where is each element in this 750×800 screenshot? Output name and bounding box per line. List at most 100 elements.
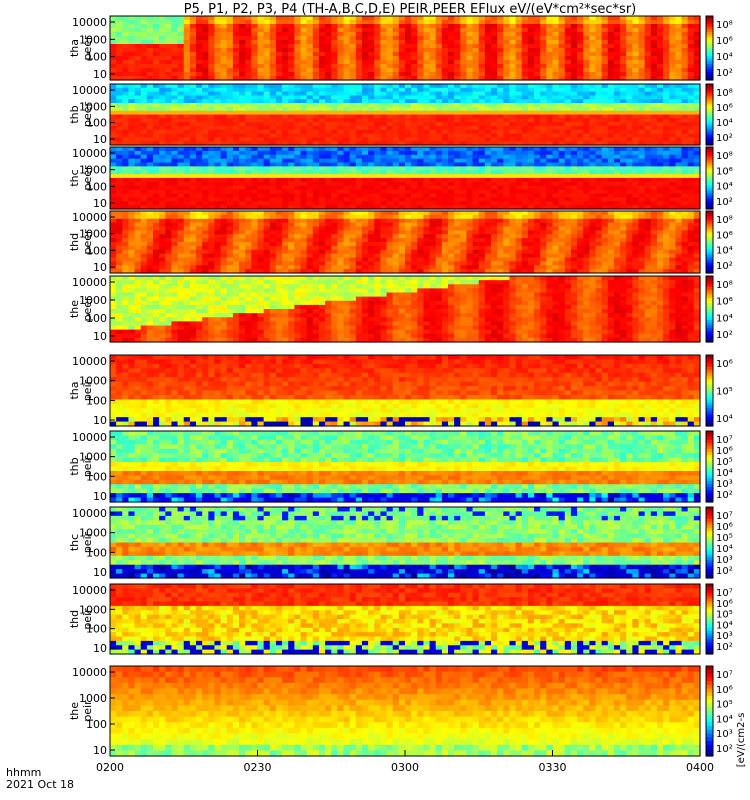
spectrogram-cell <box>140 91 148 97</box>
spectrogram-cell <box>589 28 597 33</box>
spectrogram-cell <box>159 230 166 235</box>
spectrogram-cell <box>355 150 363 156</box>
spectrogram-cell <box>128 95 136 100</box>
spectrogram-cell <box>472 91 480 97</box>
spectrogram-cell <box>189 238 197 243</box>
spectrogram-cell <box>448 189 455 195</box>
spectrogram-cell <box>251 84 259 89</box>
spectrogram-cell <box>644 125 652 131</box>
spectrogram-cell <box>300 154 308 160</box>
spectrogram-cell <box>429 40 437 45</box>
spectrogram-cell <box>134 72 142 77</box>
colorbar-segment <box>706 53 713 57</box>
spectrogram-cell <box>171 238 179 243</box>
spectrogram-cell <box>196 48 203 53</box>
spectrogram-cell <box>509 36 517 41</box>
spectrogram-cell <box>552 56 560 61</box>
spectrogram-cell <box>552 125 560 131</box>
spectrogram-cell <box>183 32 191 37</box>
spectrogram-cell <box>232 193 240 198</box>
spectrogram-cell <box>423 197 431 202</box>
spectrogram-cell <box>226 189 234 195</box>
spectrogram-cell <box>626 150 633 156</box>
spectrogram-cell <box>398 24 406 29</box>
spectrogram-cell <box>632 48 640 53</box>
spectrogram-cell <box>405 106 412 112</box>
spectrogram-cell <box>294 72 302 77</box>
spectrogram-cell <box>355 24 363 29</box>
spectrogram-cell <box>411 32 418 37</box>
spectrogram-cell <box>183 118 191 123</box>
spectrogram-cell <box>656 32 664 37</box>
spectrogram-cell <box>638 189 646 195</box>
spectrogram-cell <box>466 205 474 210</box>
spectrogram-cell <box>613 166 621 171</box>
spectrogram-cell <box>134 154 142 160</box>
spectrogram-cell <box>583 99 590 104</box>
spectrogram-cell <box>159 95 166 100</box>
spectrogram-cell <box>613 72 621 77</box>
spectrogram-cell <box>300 147 308 152</box>
spectrogram-cell <box>484 99 492 104</box>
spectrogram-cell <box>478 44 486 49</box>
spectrogram-cell <box>552 166 560 171</box>
spectrogram-cell <box>577 91 584 97</box>
spectrogram-cell <box>177 249 185 255</box>
spectrogram-cell <box>478 150 486 156</box>
spectrogram-cell <box>202 147 209 152</box>
spectrogram-cell <box>325 24 332 29</box>
spectrogram-cell <box>632 174 640 179</box>
spectrogram-cell <box>239 91 246 97</box>
spectrogram-cell <box>380 170 388 175</box>
spectrogram-cell <box>269 68 277 73</box>
spectrogram-cell <box>589 201 597 206</box>
spectrogram-cell <box>110 154 117 160</box>
spectrogram-cell <box>220 205 228 210</box>
spectrogram-cell <box>275 68 283 73</box>
spectrogram-cell <box>675 170 683 175</box>
spectrogram-cell <box>669 60 677 65</box>
spectrogram-cell <box>405 158 412 164</box>
spectrogram-cell <box>189 181 197 187</box>
spectrogram-cell <box>202 154 209 160</box>
colorbar-segment <box>706 188 713 192</box>
spectrogram-cell <box>521 205 529 210</box>
spectrogram-cell <box>620 16 627 21</box>
spectrogram-cell <box>251 99 259 104</box>
colorbar-segment <box>706 91 713 95</box>
spectrogram-cell <box>620 141 627 146</box>
spectrogram-cell <box>663 133 670 138</box>
spectrogram-cell <box>558 205 566 210</box>
spectrogram-cell <box>318 84 326 89</box>
spectrogram-cell <box>515 178 523 183</box>
spectrogram-cell <box>251 189 259 195</box>
spectrogram-cell <box>263 106 271 112</box>
spectrogram-cell <box>595 103 603 108</box>
spectrogram-cell <box>484 106 492 112</box>
spectrogram-cell <box>171 110 179 116</box>
spectrogram-cell <box>337 64 345 69</box>
spectrogram-cell <box>294 185 302 191</box>
spectrogram-cell <box>177 103 185 108</box>
spectrogram-cell <box>177 170 185 175</box>
spectrogram-cell <box>146 193 154 198</box>
spectrogram-cell <box>331 91 338 97</box>
colorbar-segment <box>706 190 713 195</box>
spectrogram-cell <box>663 84 670 89</box>
spectrogram-cell <box>337 166 345 171</box>
spectrogram-cell <box>472 84 480 89</box>
spectrogram-cell <box>601 91 609 97</box>
spectrogram-cell <box>583 150 590 156</box>
spectrogram-cell <box>441 154 449 160</box>
spectrogram-cell <box>153 158 160 164</box>
spectrogram-cell <box>441 158 449 164</box>
spectrogram-cell <box>325 185 332 191</box>
spectrogram-cell <box>454 129 461 135</box>
spectrogram-cell <box>650 106 658 112</box>
spectrogram-cell <box>626 197 633 202</box>
spectrogram-cell <box>349 181 357 187</box>
spectrogram-cell <box>521 170 529 175</box>
spectrogram-cell <box>122 147 130 152</box>
spectrogram-cell <box>460 87 468 93</box>
spectrogram-cell <box>196 72 203 77</box>
